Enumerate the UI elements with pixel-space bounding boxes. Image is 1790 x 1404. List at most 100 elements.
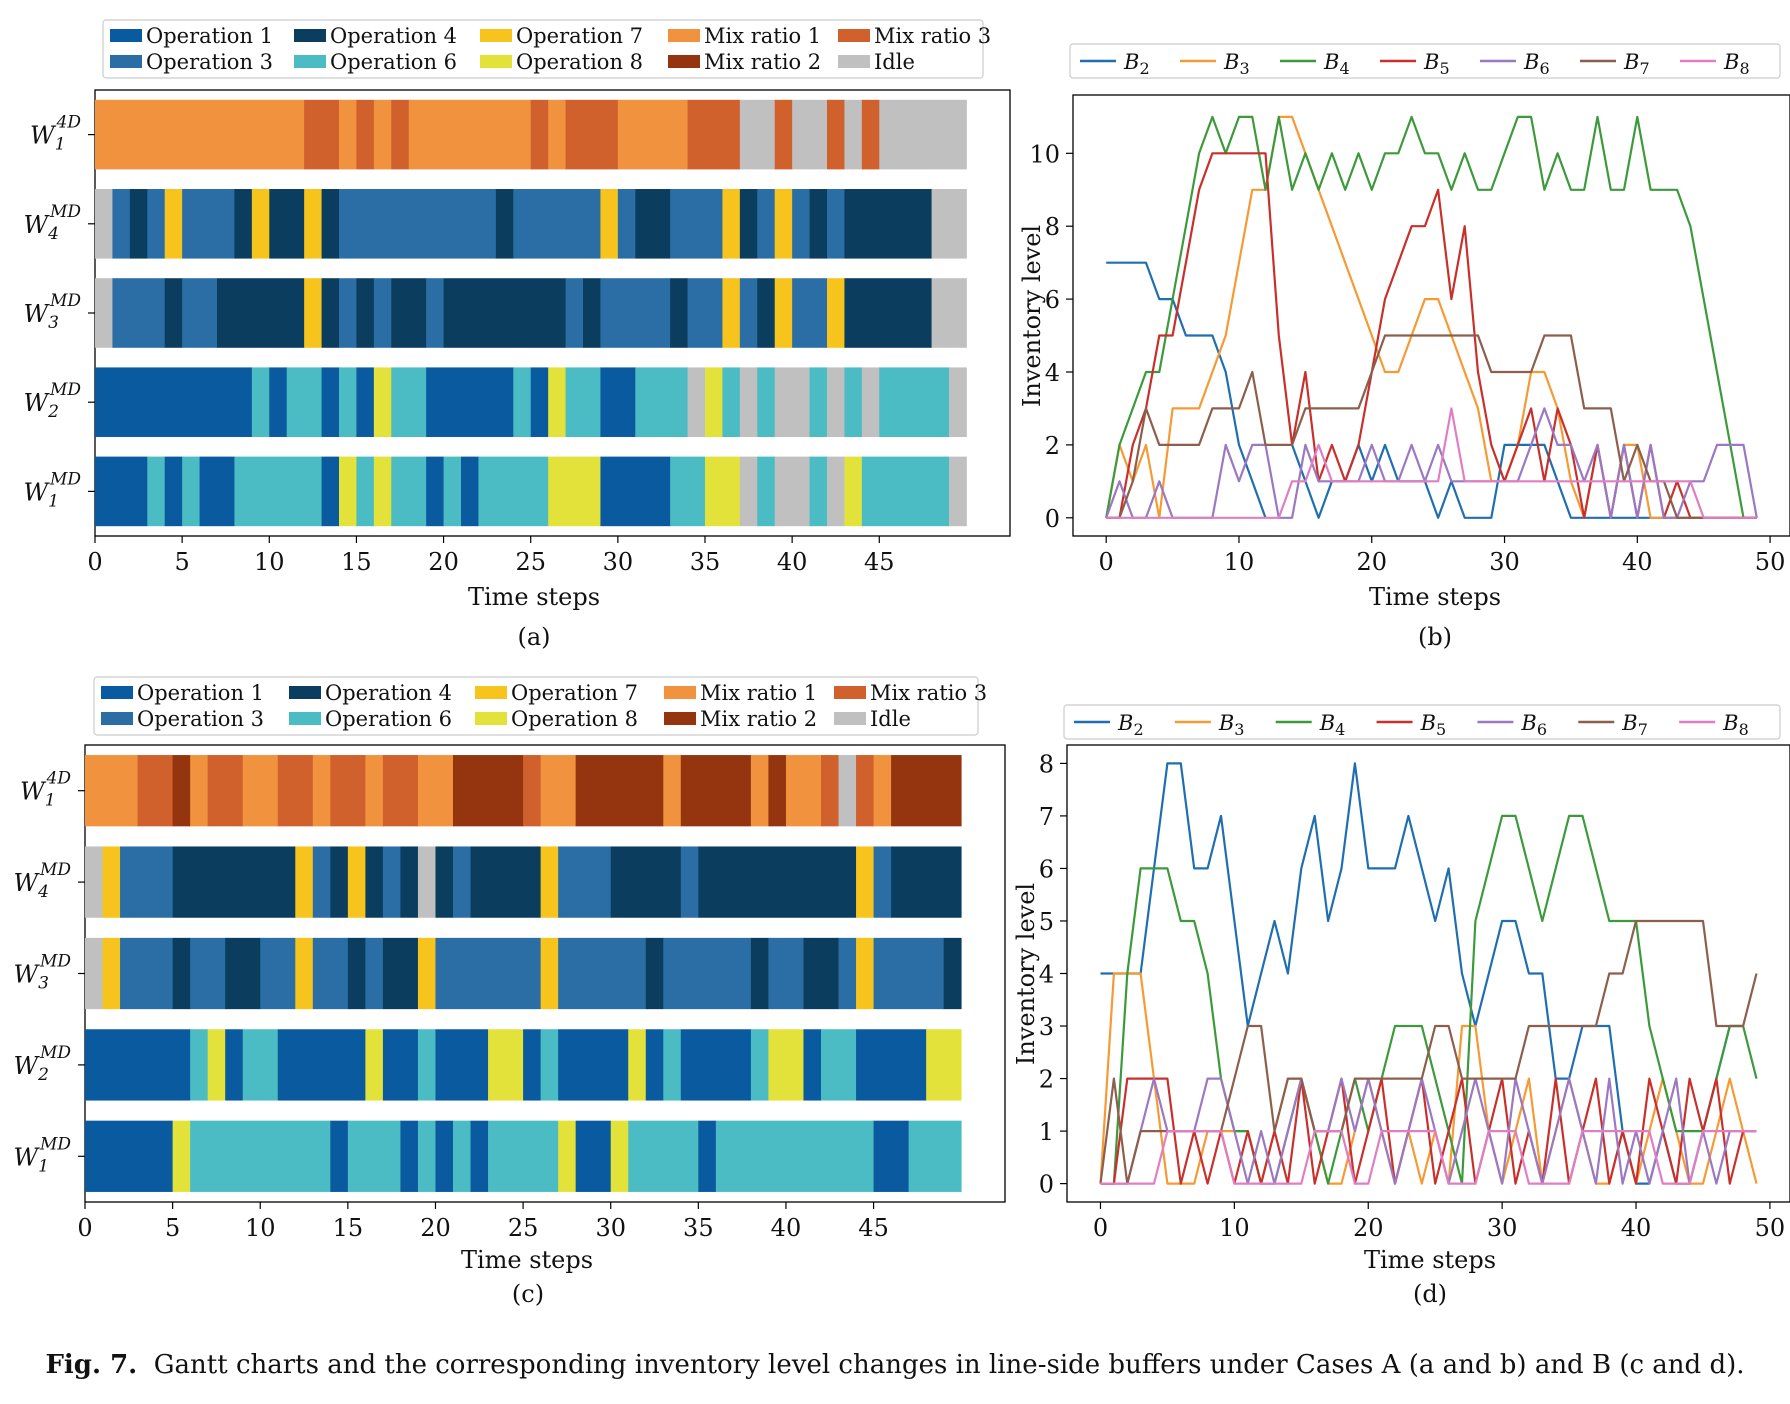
row-label: W14D [30, 113, 81, 155]
gantt-bar-operation-1 [698, 1120, 717, 1192]
gantt-bar-operation-3 [663, 937, 752, 1010]
x-tick-label: 5 [175, 548, 190, 576]
x-tick-label: 35 [690, 548, 721, 576]
gantt-bar-operation-6 [628, 1120, 699, 1192]
gantt-bar-operation-3 [260, 937, 296, 1010]
gantt-bar-mix-ratio-3 [523, 755, 542, 827]
legend-label: B3 [1218, 711, 1245, 739]
gantt-bar-idle [827, 367, 845, 437]
x-tick-label: 45 [864, 548, 895, 576]
gantt-bar-idle [739, 367, 758, 437]
gantt-bar-operation-7 [102, 937, 121, 1010]
gantt-row-3-md [85, 937, 962, 1010]
legend-swatch-mix-ratio-2 [668, 55, 700, 68]
gantt-bar-idle [838, 755, 857, 827]
gantt-bar-operation-8 [926, 1029, 962, 1101]
gantt-row-4-md [85, 846, 962, 918]
gantt-bar-idle [687, 367, 706, 437]
gantt-bar-operation-3 [617, 189, 636, 259]
gantt-bar-operation-6 [339, 367, 357, 437]
gantt-bar-operation-3 [312, 846, 331, 918]
gantt-bar-mix-ratio-3 [391, 99, 410, 170]
gantt-bar-operation-3 [739, 278, 758, 348]
gantt-bar-operation-1 [873, 1120, 910, 1192]
legend-label: Operation 6 [325, 707, 452, 731]
gantt-bar-idle [931, 278, 967, 348]
gantt-bar-operation-3 [190, 937, 226, 1010]
gantt-bar-operation-1 [330, 1120, 349, 1192]
gantt-bar-operation-1 [426, 367, 514, 437]
gantt-bar-operation-6 [809, 456, 828, 527]
gantt-bar-operation-4 [164, 278, 183, 348]
gantt-bar-operation-4 [269, 189, 305, 259]
gantt-bar-operation-3 [112, 189, 131, 259]
legend-label: B3 [1223, 50, 1250, 78]
gantt-bar-operation-6 [757, 456, 776, 527]
legend-swatch-operation-3 [101, 712, 133, 725]
gantt-bar-idle [949, 367, 967, 437]
x-tick-label: 50 [1755, 1214, 1786, 1242]
legend-swatch-operation-6 [289, 712, 321, 725]
gantt-bar-mix-ratio-3 [856, 755, 874, 827]
caption-text: Gantt charts and the corresponding inven… [153, 1350, 1745, 1380]
legend-box [1069, 43, 1781, 79]
y-tick-label: 6 [1045, 286, 1060, 314]
gantt-bar-mix-ratio-3 [382, 755, 419, 827]
series-line-b8 [1100, 1129, 1757, 1185]
gantt-bar-operation-4 [844, 189, 932, 259]
gantt-bar-operation-3 [558, 846, 612, 918]
gantt-bar-mix-ratio-3 [277, 755, 314, 827]
gantt-bar-operation-7 [295, 937, 314, 1010]
gantt-bar-mix-ratio-2 [575, 755, 664, 827]
gantt-bar-mix-ratio-1 [663, 755, 682, 827]
gantt-bar-mix-ratio-3 [687, 99, 741, 170]
gantt-bar-operation-6 [453, 1120, 471, 1192]
x-tick-label: 40 [777, 548, 808, 576]
gantt-bar-idle [931, 189, 967, 259]
gantt-bar-operation-6 [417, 1029, 436, 1101]
gantt-bar-operation-1 [356, 367, 375, 437]
x-tick-label: 0 [1099, 548, 1114, 576]
gantt-bar-operation-3 [873, 937, 945, 1010]
legend-swatch-mix-ratio-3 [838, 29, 870, 42]
gantt-row-3-md [95, 278, 967, 348]
gantt-bar-operation-6 [443, 456, 462, 527]
legend-label: Mix ratio 1 [700, 681, 817, 705]
gantt-bar-operation-6 [565, 367, 601, 437]
gantt-bar-operation-1 [95, 367, 253, 437]
gantt-row-2-md [95, 367, 967, 437]
panel-label: (d) [1413, 1280, 1447, 1308]
gantt-bar-operation-6 [251, 367, 270, 437]
gantt-bar-operation-4 [347, 937, 366, 1010]
legend-label: B5 [1420, 711, 1447, 739]
gantt-bar-operation-3 [687, 278, 723, 348]
gantt-bar-operation-6 [908, 1120, 962, 1192]
legend-label: Mix ratio 3 [874, 24, 991, 48]
gantt-bar-operation-6 [391, 456, 427, 527]
gantt-bar-idle [774, 456, 810, 527]
gantt-bar-mix-ratio-1 [85, 755, 138, 827]
line-chart-d: 0 10 20 30 40 50 0 1 2 3 4 5 6 7 8 Time steps Inventory … [1012, 704, 1790, 1308]
gantt-bar-operation-3 [373, 278, 392, 348]
gantt-bar-operation-1 [680, 1029, 752, 1101]
x-axis-label: Time steps [1369, 583, 1501, 611]
gantt-bar-operation-1 [321, 367, 340, 437]
legend-label: Operation 3 [146, 50, 273, 74]
x-tick-label: 40 [771, 1214, 802, 1242]
y-tick-label: 7 [1039, 803, 1054, 831]
x-tick-label: 5 [165, 1214, 180, 1242]
gantt-row-1-4d [95, 99, 967, 170]
gantt-bar-operation-6 [821, 1029, 857, 1101]
gantt-bar-operation-8 [705, 367, 723, 437]
gantt-chart-a: W14D W4MD W3MD W2MD W1MD 0 5 10 15 20 25 30 35 40 45 Ti… [23, 19, 1011, 651]
x-tick-label: 15 [341, 548, 372, 576]
gantt-bar-operation-3 [873, 846, 892, 918]
gantt-bar-operation-7 [774, 278, 793, 348]
y-tick-label: 0 [1045, 505, 1060, 533]
gantt-bar-operation-4 [583, 278, 601, 348]
gantt-bar-operation-4 [943, 937, 962, 1010]
panel-label: (a) [517, 623, 550, 651]
gantt-bar-operation-6 [861, 456, 950, 527]
gantt-bar-operation-7 [856, 846, 874, 918]
gantt-bar-operation-6 [417, 1120, 436, 1192]
